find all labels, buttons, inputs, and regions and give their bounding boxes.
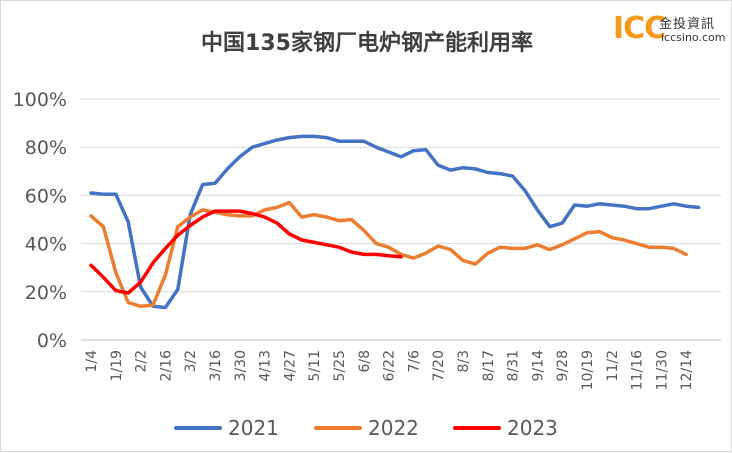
x-tick-label: 8/17: [481, 350, 497, 381]
x-tick-label: 3/30: [233, 350, 249, 381]
legend-label-2021: 2021: [228, 416, 279, 440]
x-tick-label: 2/2: [134, 350, 150, 373]
x-tick-label: 11/16: [630, 350, 646, 390]
y-tick-label: 80%: [25, 137, 67, 159]
y-tick-label: 60%: [25, 185, 67, 207]
x-tick-label: 1/19: [109, 350, 125, 381]
x-tick-label: 1/4: [84, 350, 100, 373]
logo-cn-text: 金投資訊: [659, 17, 716, 32]
x-tick-label: 11/30: [654, 350, 670, 390]
x-tick-label: 6/22: [382, 350, 398, 381]
x-tick-label: 7/6: [406, 350, 422, 373]
x-tick-label: 10/19: [580, 350, 596, 390]
x-tick-label: 4/27: [282, 350, 298, 381]
x-tick-label: 5/11: [307, 350, 323, 381]
x-tick-label: 8/31: [506, 350, 522, 381]
x-tick-label: 11/2: [605, 350, 621, 381]
x-tick-label: 12/14: [679, 350, 695, 390]
x-tick-label: 8/3: [456, 350, 472, 373]
logo-mark: ICC: [613, 11, 666, 46]
x-tick-label: 9/28: [555, 350, 571, 381]
series-line-2023: [89, 209, 403, 295]
legend-label-2022: 2022: [368, 416, 419, 440]
x-tick-label: 7/20: [431, 350, 447, 381]
icc-logo: ICC 金投資訊 iccsino.com: [613, 9, 728, 49]
x-tick-label: 5/25: [332, 350, 348, 381]
chart-title: 中国135家钢厂电炉钢产能利用率: [201, 31, 533, 56]
series-line-2022: [89, 200, 688, 309]
y-tick-label: 40%: [25, 234, 67, 256]
logo-website: iccsino.com: [661, 31, 726, 44]
y-tick-label: 0%: [37, 330, 67, 352]
x-tick-label: 9/14: [530, 350, 546, 382]
x-tick-label: 3/16: [208, 350, 224, 382]
series-line-2021: [89, 134, 701, 310]
y-tick-label: 100%: [13, 89, 67, 111]
y-tick-label: 20%: [25, 282, 67, 304]
x-tick-label: 2/16: [158, 350, 174, 382]
x-tick-label: 3/2: [183, 350, 199, 373]
x-tick-label: 4/13: [258, 350, 274, 381]
x-tick-label: 6/8: [357, 350, 373, 373]
legend-label-2023: 2023: [507, 416, 558, 440]
